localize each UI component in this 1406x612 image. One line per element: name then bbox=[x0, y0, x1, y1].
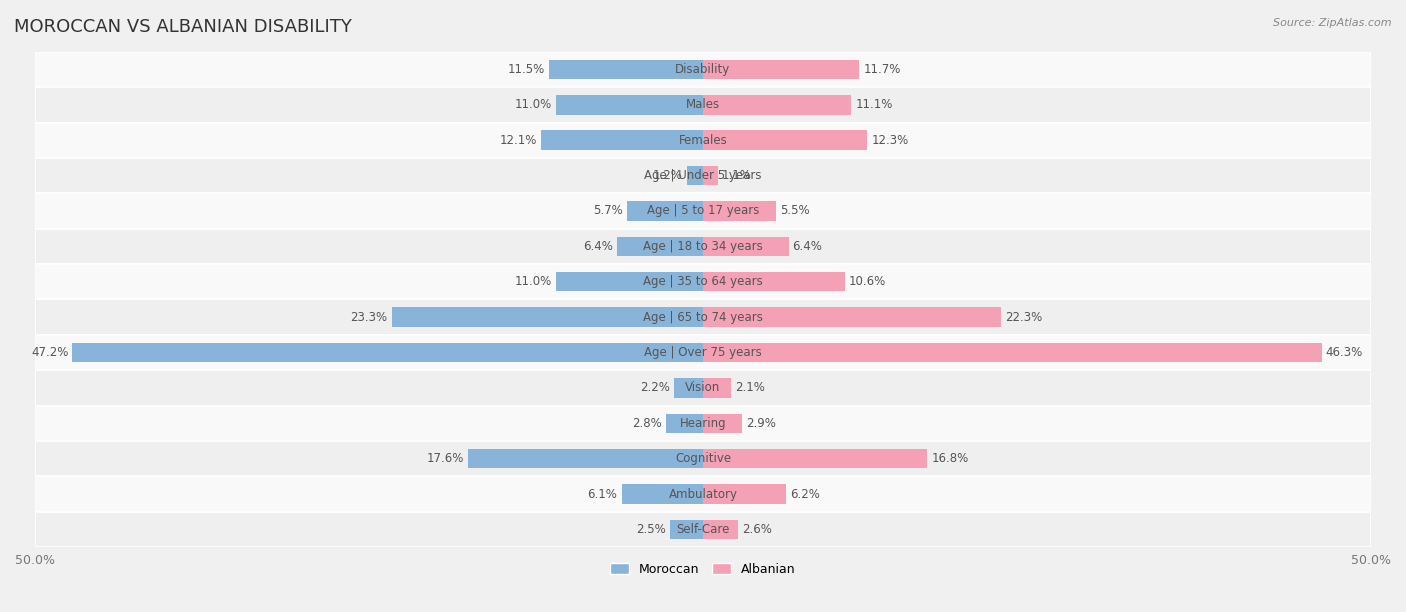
Bar bbox=[35, 476, 1371, 512]
Text: 6.4%: 6.4% bbox=[583, 240, 613, 253]
Text: Age | 65 to 74 years: Age | 65 to 74 years bbox=[643, 311, 763, 324]
Text: 2.2%: 2.2% bbox=[640, 381, 669, 394]
Text: 11.1%: 11.1% bbox=[855, 99, 893, 111]
Bar bbox=[703, 95, 851, 114]
Bar bbox=[35, 229, 1371, 264]
Bar bbox=[468, 449, 703, 468]
Bar bbox=[35, 370, 1371, 406]
Text: 2.8%: 2.8% bbox=[631, 417, 662, 430]
Text: 11.7%: 11.7% bbox=[863, 63, 901, 76]
Text: 1.2%: 1.2% bbox=[652, 169, 683, 182]
Bar bbox=[35, 406, 1371, 441]
Bar bbox=[72, 343, 703, 362]
Bar bbox=[392, 307, 703, 327]
Text: 2.1%: 2.1% bbox=[735, 381, 765, 394]
Text: Age | Over 75 years: Age | Over 75 years bbox=[644, 346, 762, 359]
Bar bbox=[541, 130, 703, 150]
Text: 6.2%: 6.2% bbox=[790, 488, 820, 501]
Text: 6.4%: 6.4% bbox=[793, 240, 823, 253]
Text: 22.3%: 22.3% bbox=[1005, 311, 1042, 324]
Text: Males: Males bbox=[686, 99, 720, 111]
Bar bbox=[703, 378, 731, 398]
Bar bbox=[669, 520, 703, 539]
Bar bbox=[35, 193, 1371, 229]
Bar bbox=[703, 272, 845, 291]
Bar bbox=[703, 343, 1322, 362]
Text: 11.5%: 11.5% bbox=[508, 63, 546, 76]
Bar bbox=[703, 166, 717, 185]
Bar bbox=[703, 484, 786, 504]
Text: Disability: Disability bbox=[675, 63, 731, 76]
Bar bbox=[703, 414, 742, 433]
Bar bbox=[703, 130, 868, 150]
Bar bbox=[35, 264, 1371, 299]
Text: Age | 35 to 64 years: Age | 35 to 64 years bbox=[643, 275, 763, 288]
Text: 16.8%: 16.8% bbox=[931, 452, 969, 465]
Bar bbox=[703, 237, 789, 256]
Text: 2.9%: 2.9% bbox=[745, 417, 776, 430]
Bar bbox=[621, 484, 703, 504]
Text: 12.1%: 12.1% bbox=[501, 133, 537, 147]
Text: 11.0%: 11.0% bbox=[515, 99, 553, 111]
Bar bbox=[703, 201, 776, 221]
Bar bbox=[703, 520, 738, 539]
Bar bbox=[35, 158, 1371, 193]
Bar bbox=[555, 95, 703, 114]
Bar bbox=[35, 512, 1371, 547]
Text: 11.0%: 11.0% bbox=[515, 275, 553, 288]
Text: 5.5%: 5.5% bbox=[780, 204, 810, 217]
Text: 1.1%: 1.1% bbox=[721, 169, 752, 182]
Text: Self-Care: Self-Care bbox=[676, 523, 730, 536]
Bar bbox=[35, 335, 1371, 370]
Bar bbox=[665, 414, 703, 433]
Text: Age | Under 5 years: Age | Under 5 years bbox=[644, 169, 762, 182]
Text: MOROCCAN VS ALBANIAN DISABILITY: MOROCCAN VS ALBANIAN DISABILITY bbox=[14, 18, 352, 36]
Bar bbox=[617, 237, 703, 256]
Bar bbox=[550, 60, 703, 79]
Bar bbox=[35, 52, 1371, 87]
Bar bbox=[35, 122, 1371, 158]
Bar bbox=[703, 60, 859, 79]
Text: Vision: Vision bbox=[685, 381, 721, 394]
Bar bbox=[35, 441, 1371, 476]
Bar bbox=[688, 166, 703, 185]
Text: 6.1%: 6.1% bbox=[588, 488, 617, 501]
Text: Source: ZipAtlas.com: Source: ZipAtlas.com bbox=[1274, 18, 1392, 28]
Bar bbox=[35, 299, 1371, 335]
Text: 2.6%: 2.6% bbox=[742, 523, 772, 536]
Bar bbox=[703, 449, 928, 468]
Text: Females: Females bbox=[679, 133, 727, 147]
Text: Hearing: Hearing bbox=[679, 417, 727, 430]
Bar bbox=[703, 307, 1001, 327]
Text: Cognitive: Cognitive bbox=[675, 452, 731, 465]
Text: 17.6%: 17.6% bbox=[426, 452, 464, 465]
Text: Age | 5 to 17 years: Age | 5 to 17 years bbox=[647, 204, 759, 217]
Text: 47.2%: 47.2% bbox=[31, 346, 69, 359]
Bar bbox=[35, 87, 1371, 122]
Text: 23.3%: 23.3% bbox=[350, 311, 388, 324]
Text: Age | 18 to 34 years: Age | 18 to 34 years bbox=[643, 240, 763, 253]
Bar bbox=[627, 201, 703, 221]
Text: 2.5%: 2.5% bbox=[636, 523, 665, 536]
Text: 5.7%: 5.7% bbox=[593, 204, 623, 217]
Text: 12.3%: 12.3% bbox=[872, 133, 908, 147]
Bar bbox=[673, 378, 703, 398]
Text: Ambulatory: Ambulatory bbox=[668, 488, 738, 501]
Legend: Moroccan, Albanian: Moroccan, Albanian bbox=[606, 558, 800, 581]
Text: 46.3%: 46.3% bbox=[1326, 346, 1362, 359]
Text: 10.6%: 10.6% bbox=[849, 275, 886, 288]
Bar bbox=[555, 272, 703, 291]
